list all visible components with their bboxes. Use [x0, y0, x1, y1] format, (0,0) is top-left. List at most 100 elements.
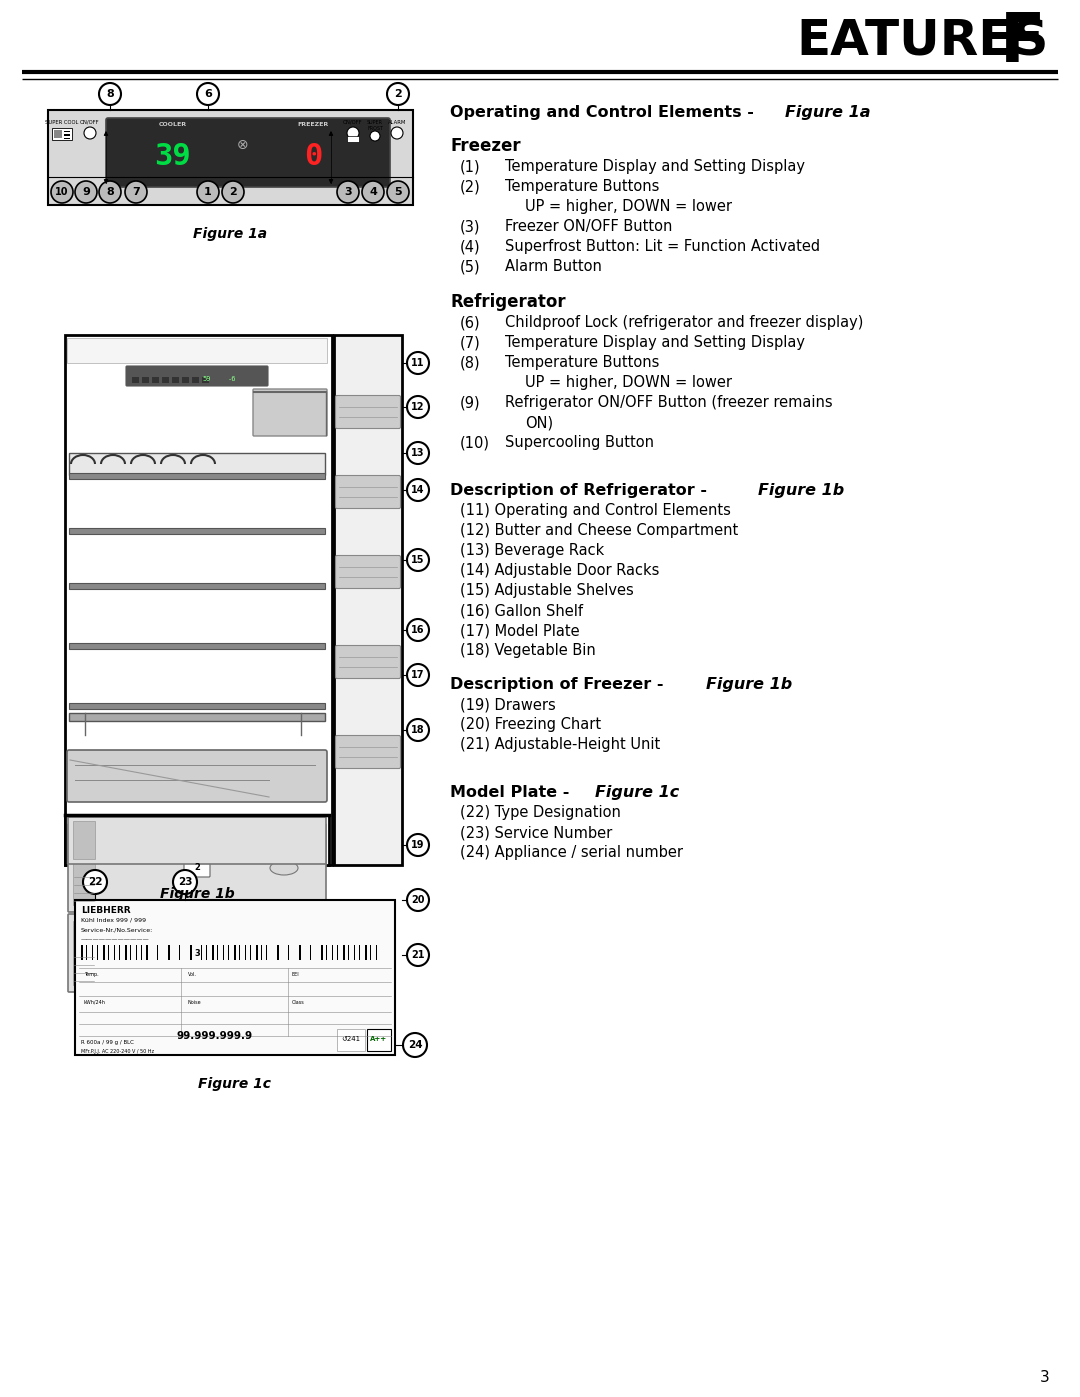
- Text: Refrigerator ON/OFF Button (freezer remains: Refrigerator ON/OFF Button (freezer rema…: [505, 395, 833, 409]
- Circle shape: [173, 870, 197, 894]
- Circle shape: [407, 352, 429, 374]
- Text: (5): (5): [460, 258, 481, 274]
- Text: Noise: Noise: [188, 1000, 202, 1004]
- Text: 12: 12: [411, 402, 424, 412]
- Bar: [75, 900, 395, 1055]
- FancyBboxPatch shape: [336, 645, 401, 679]
- Text: 13: 13: [411, 448, 424, 458]
- Text: 16: 16: [411, 624, 424, 636]
- FancyBboxPatch shape: [126, 366, 268, 386]
- Circle shape: [222, 182, 244, 203]
- FancyBboxPatch shape: [184, 859, 210, 877]
- Circle shape: [407, 395, 429, 418]
- Text: 8: 8: [106, 187, 113, 197]
- Text: SUPER COOL: SUPER COOL: [45, 120, 79, 124]
- Ellipse shape: [270, 861, 298, 875]
- Text: Temperature Buttons: Temperature Buttons: [505, 179, 660, 194]
- Text: 21: 21: [411, 950, 424, 960]
- Text: 20: 20: [411, 895, 424, 905]
- Bar: [73, 821, 95, 859]
- Text: 6: 6: [204, 89, 212, 99]
- Bar: [69, 528, 325, 534]
- Bar: [54, 130, 62, 138]
- Circle shape: [125, 182, 147, 203]
- Bar: [69, 643, 325, 650]
- Bar: [52, 129, 72, 140]
- FancyBboxPatch shape: [68, 817, 326, 863]
- Text: Temperature Display and Setting Display: Temperature Display and Setting Display: [505, 335, 805, 351]
- FancyBboxPatch shape: [68, 914, 326, 992]
- Text: (14) Adjustable Door Racks: (14) Adjustable Door Racks: [460, 563, 660, 578]
- Bar: [337, 1030, 365, 1051]
- Text: 11: 11: [411, 358, 424, 367]
- Text: (24) Appliance / serial number: (24) Appliance / serial number: [460, 845, 683, 861]
- Circle shape: [84, 127, 96, 138]
- Text: 9: 9: [82, 187, 90, 197]
- Text: (13) Beverage Rack: (13) Beverage Rack: [460, 543, 604, 557]
- Bar: [256, 944, 257, 960]
- Text: ON/OFF: ON/OFF: [80, 120, 99, 124]
- Text: 0: 0: [303, 142, 322, 170]
- Text: (22) Type Designation: (22) Type Designation: [460, 805, 621, 820]
- Text: (7): (7): [460, 335, 481, 351]
- Text: 39: 39: [154, 142, 191, 170]
- Bar: [69, 474, 325, 479]
- Text: Refrigerator: Refrigerator: [450, 293, 566, 312]
- Bar: [69, 453, 325, 475]
- Text: (21) Adjustable-Height Unit: (21) Adjustable-Height Unit: [460, 738, 660, 752]
- Circle shape: [197, 182, 219, 203]
- Text: (1): (1): [460, 159, 481, 175]
- Bar: [299, 944, 301, 960]
- Bar: [81, 944, 83, 960]
- Text: Freezer ON/OFF Button: Freezer ON/OFF Button: [505, 219, 673, 235]
- Text: 17: 17: [411, 671, 424, 680]
- Bar: [367, 1030, 391, 1051]
- Text: (23) Service Number: (23) Service Number: [460, 826, 612, 840]
- Text: 14: 14: [411, 485, 424, 495]
- Bar: [192, 377, 199, 383]
- Bar: [278, 944, 280, 960]
- Text: Figure 1b: Figure 1b: [706, 678, 793, 692]
- FancyBboxPatch shape: [184, 944, 210, 963]
- Bar: [172, 377, 179, 383]
- Text: EATURES: EATURES: [797, 18, 1049, 66]
- Text: 4: 4: [369, 187, 377, 197]
- Text: (2): (2): [460, 179, 481, 194]
- Circle shape: [197, 82, 219, 105]
- Text: Operating and Control Elements -: Operating and Control Elements -: [450, 105, 759, 120]
- Text: ALARM: ALARM: [388, 120, 406, 124]
- Text: Vol.: Vol.: [188, 972, 197, 977]
- Bar: [73, 831, 95, 905]
- Text: kWh/24h: kWh/24h: [84, 1000, 106, 1004]
- Text: ———————————: ———————————: [81, 937, 150, 942]
- Text: Temp.: Temp.: [84, 972, 98, 977]
- Text: 5: 5: [394, 187, 402, 197]
- Text: Figure 1a: Figure 1a: [193, 226, 268, 242]
- Circle shape: [83, 870, 107, 894]
- Bar: [183, 377, 189, 383]
- Text: 7: 7: [132, 187, 140, 197]
- Text: Figure 1b: Figure 1b: [160, 887, 234, 901]
- Bar: [342, 944, 345, 960]
- Text: 3: 3: [345, 187, 352, 197]
- Circle shape: [407, 719, 429, 740]
- Circle shape: [75, 182, 97, 203]
- Text: EEI: EEI: [292, 972, 300, 977]
- Circle shape: [391, 127, 403, 138]
- Text: -6: -6: [228, 376, 237, 381]
- Text: Superfrost Button: Lit = Function Activated: Superfrost Button: Lit = Function Activa…: [505, 239, 820, 254]
- Text: 18: 18: [411, 725, 424, 735]
- Circle shape: [407, 664, 429, 686]
- Bar: [321, 944, 323, 960]
- FancyBboxPatch shape: [334, 335, 402, 865]
- Text: (16) Gallon Shelf: (16) Gallon Shelf: [460, 604, 583, 617]
- Bar: [202, 377, 210, 383]
- Circle shape: [362, 182, 384, 203]
- Text: 22: 22: [87, 877, 103, 887]
- Text: 1: 1: [204, 187, 212, 197]
- Circle shape: [407, 441, 429, 464]
- FancyBboxPatch shape: [336, 735, 401, 768]
- Circle shape: [51, 182, 73, 203]
- Bar: [64, 137, 70, 138]
- FancyBboxPatch shape: [253, 388, 327, 436]
